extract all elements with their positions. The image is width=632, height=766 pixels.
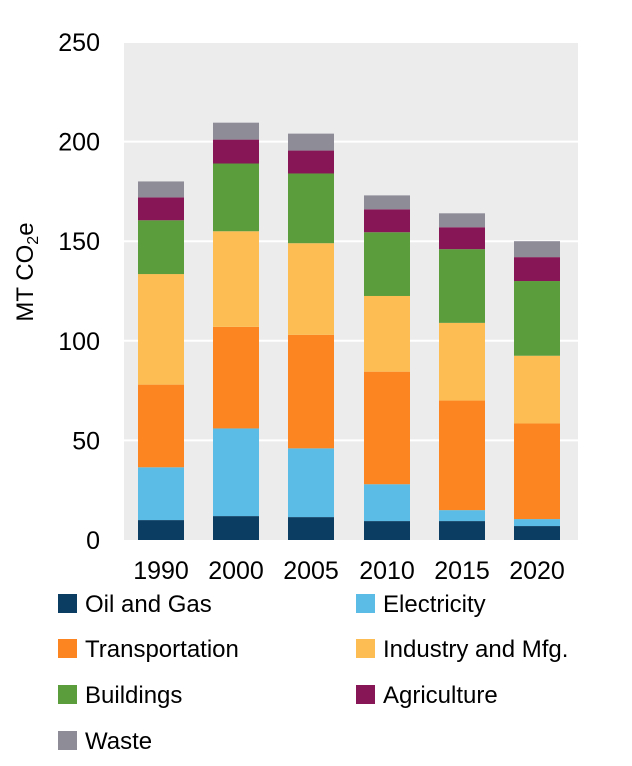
legend-swatch bbox=[58, 731, 77, 750]
bar-segment bbox=[364, 484, 410, 522]
bar-segment bbox=[439, 322, 485, 401]
bar-segment bbox=[288, 150, 334, 174]
legend-swatch bbox=[356, 685, 375, 704]
legend-label: Buildings bbox=[85, 682, 182, 709]
bar-segment bbox=[364, 521, 410, 540]
x-tick-label: 1990 bbox=[133, 557, 189, 585]
bar-segment bbox=[213, 516, 259, 540]
bar-segment bbox=[138, 220, 184, 275]
y-tick-label: 150 bbox=[58, 228, 100, 256]
bar-segment bbox=[138, 181, 184, 198]
bars bbox=[138, 122, 560, 540]
bar-segment bbox=[514, 519, 560, 527]
bar-segment bbox=[288, 173, 334, 244]
y-tick-label: 50 bbox=[72, 427, 100, 455]
bar-segment bbox=[288, 334, 334, 449]
legend-swatch bbox=[58, 594, 77, 613]
legend-label: Oil and Gas bbox=[85, 591, 212, 618]
bar-segment bbox=[439, 213, 485, 228]
legend-label: Industry and Mfg. bbox=[383, 636, 568, 663]
legend-swatch bbox=[58, 639, 77, 658]
legend-label: Agriculture bbox=[383, 682, 498, 709]
bar-segment bbox=[138, 520, 184, 540]
bar-segment bbox=[364, 209, 410, 233]
y-axis-label-tail: e bbox=[12, 222, 39, 235]
legend-swatch bbox=[58, 685, 77, 704]
bar-segment bbox=[514, 281, 560, 356]
bar-segment bbox=[288, 448, 334, 518]
bar-segment bbox=[213, 428, 259, 517]
bar-segment bbox=[213, 139, 259, 164]
y-tick-label: 250 bbox=[58, 29, 100, 57]
bar-segment bbox=[514, 526, 560, 540]
bar-segment bbox=[514, 257, 560, 282]
y-axis-label: MT CO2e bbox=[12, 222, 42, 321]
bar-segment bbox=[213, 231, 259, 327]
x-tick-label: 2010 bbox=[359, 557, 415, 585]
bar-segment bbox=[439, 400, 485, 511]
legend-swatch bbox=[356, 639, 375, 658]
bar-segment bbox=[364, 195, 410, 210]
bar-segment bbox=[288, 243, 334, 335]
bar-segment bbox=[213, 326, 259, 429]
bar-segment bbox=[364, 295, 410, 372]
legend-label: Waste bbox=[85, 728, 152, 755]
bar-segment bbox=[514, 423, 560, 520]
bar-segment bbox=[138, 384, 184, 468]
y-axis-label-subscript: 2 bbox=[25, 236, 42, 245]
bar-segment bbox=[439, 249, 485, 323]
bar-segment bbox=[213, 163, 259, 232]
y-tick-label: 0 bbox=[86, 527, 100, 555]
x-axis-ticks: 1990 2000 2005 2010 2015 2020 bbox=[133, 557, 565, 585]
bar-segment bbox=[364, 232, 410, 296]
bar-segment bbox=[514, 355, 560, 424]
y-tick-label: 100 bbox=[58, 328, 100, 356]
legend: Oil and Gas Electricity Transportation Indu… bbox=[58, 591, 568, 755]
legend-label: Electricity bbox=[383, 591, 486, 618]
y-tick-label: 200 bbox=[58, 129, 100, 157]
bar-segment bbox=[514, 241, 560, 258]
x-tick-label: 2015 bbox=[434, 557, 490, 585]
legend-swatch bbox=[356, 594, 375, 613]
x-tick-label: 2000 bbox=[208, 557, 264, 585]
bar-segment bbox=[364, 371, 410, 485]
bar-segment bbox=[138, 467, 184, 521]
bar-segment bbox=[138, 197, 184, 221]
bar-segment bbox=[439, 510, 485, 522]
bar-segment bbox=[288, 133, 334, 151]
bar-segment bbox=[288, 517, 334, 540]
legend-label: Transportation bbox=[85, 636, 239, 663]
plot-area bbox=[124, 42, 578, 540]
bar-segment bbox=[138, 274, 184, 385]
x-tick-label: 2020 bbox=[509, 557, 565, 585]
bar-segment bbox=[439, 521, 485, 540]
bar-segment bbox=[213, 122, 259, 140]
x-tick-label: 2005 bbox=[283, 557, 339, 585]
bar-segment bbox=[439, 227, 485, 250]
y-axis-label-main: MT CO bbox=[12, 245, 39, 322]
gridlines bbox=[124, 41, 578, 442]
y-axis-ticks: 0 50 100 150 200 250 bbox=[58, 29, 100, 555]
